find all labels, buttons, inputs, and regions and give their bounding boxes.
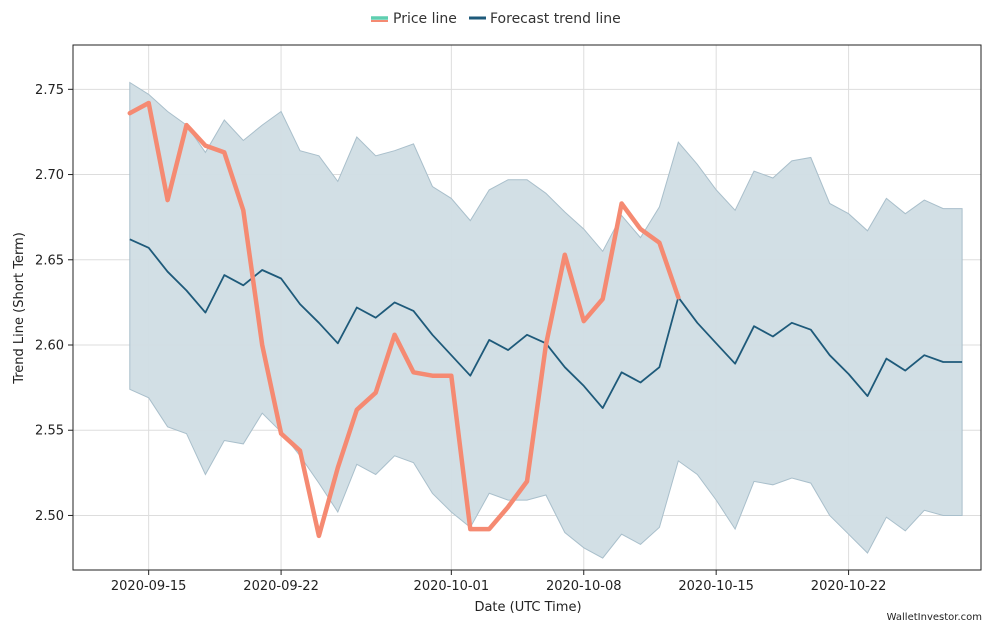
- forecast-range-band: [129, 81, 963, 559]
- x-axis-ticks: 2020-09-15 2020-09-22 2020-10-01 2020-10-08…: [111, 570, 886, 594]
- x-tick-label: 2020-10-01: [414, 579, 490, 594]
- legend: Price line Forecast trend line: [371, 11, 621, 27]
- legend-label-forecast-trend-line: Forecast trend line: [490, 11, 621, 27]
- y-tick-label: 2.60: [35, 339, 64, 354]
- plot-frame: [72, 44, 982, 571]
- price-series: [127, 100, 681, 539]
- y-tick-label: 2.55: [35, 424, 64, 439]
- x-tick-label: 2020-10-08: [546, 579, 622, 594]
- y-axis-label: Trend Line (Short Term): [12, 232, 27, 385]
- y-axis-ticks: 2.50 2.55 2.60 2.65 2.70 2.75: [35, 83, 73, 524]
- x-axis-label: Date (UTC Time): [474, 600, 581, 615]
- x-tick-label: 2020-10-22: [811, 579, 887, 594]
- y-tick-label: 2.75: [35, 83, 64, 98]
- y-tick-label: 2.65: [35, 253, 64, 268]
- forecast-range-area: [129, 81, 963, 559]
- legend-label-price-line: Price line: [393, 11, 457, 27]
- y-tick-label: 2.70: [35, 168, 64, 183]
- x-tick-label: 2020-10-15: [678, 579, 754, 594]
- plot-border: [72, 44, 982, 571]
- credit-text: WalletInvestor.com: [887, 612, 982, 623]
- x-tick-label: 2020-09-15: [111, 579, 187, 594]
- x-tick-label: 2020-09-22: [243, 579, 319, 594]
- y-tick-label: 2.50: [35, 509, 64, 524]
- price-line: [127, 100, 681, 539]
